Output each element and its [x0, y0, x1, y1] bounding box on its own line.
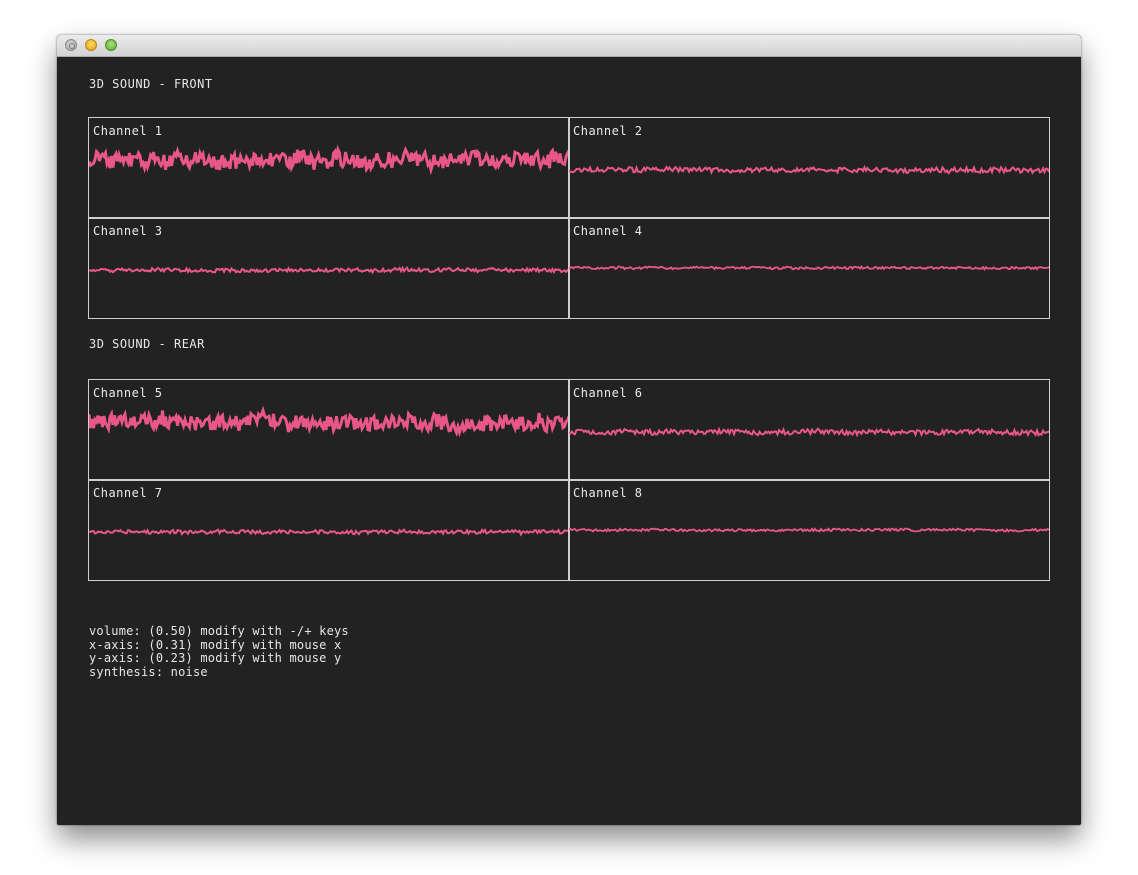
- front-section-title: 3D SOUND - FRONT: [89, 77, 213, 91]
- channel-6-panel: Channel 6: [568, 379, 1050, 481]
- channel-1-label: Channel 1: [93, 124, 163, 138]
- channel-7-waveform-line: [89, 527, 569, 537]
- channel-4-label: Channel 4: [573, 224, 643, 238]
- channel-1-waveform-line: [89, 144, 569, 176]
- status-readout: volume: (0.50) modify with -/+ keys x-ax…: [89, 624, 349, 679]
- channel-7-label: Channel 7: [93, 486, 163, 500]
- channel-8-panel: Channel 8: [568, 479, 1050, 581]
- channel-1-waveform: [89, 144, 569, 176]
- channel-3-waveform: [89, 265, 569, 275]
- channel-4-panel: Channel 4: [568, 217, 1050, 319]
- channel-6-label: Channel 6: [573, 386, 643, 400]
- y-axis-status: y-axis: (0.23) modify with mouse y: [89, 651, 342, 665]
- minimize-window-button[interactable]: [85, 39, 97, 51]
- sketch-canvas[interactable]: 3D SOUND - FRONT Channel 1 Channel 2 Cha…: [57, 57, 1081, 825]
- channel-4-waveform-line: [569, 264, 1049, 271]
- channel-5-panel: Channel 5: [88, 379, 570, 481]
- channel-4-waveform: [569, 264, 1049, 271]
- channel-3-waveform-line: [89, 265, 569, 275]
- channel-8-waveform-line: [569, 527, 1049, 533]
- channel-8-waveform: [569, 527, 1049, 533]
- rear-section-title: 3D SOUND - REAR: [89, 337, 205, 351]
- channel-3-label: Channel 3: [93, 224, 163, 238]
- maximize-window-button[interactable]: [105, 39, 117, 51]
- channel-2-waveform: [569, 164, 1049, 176]
- channel-5-waveform: [89, 405, 569, 438]
- rear-channel-grid: Channel 5 Channel 6 Channel 7 Channel 8: [88, 379, 1050, 581]
- close-window-button[interactable]: [65, 39, 77, 51]
- channel-3-panel: Channel 3: [88, 217, 570, 319]
- x-axis-status: x-axis: (0.31) modify with mouse x: [89, 637, 342, 652]
- channel-2-panel: Channel 2: [568, 117, 1050, 219]
- channel-8-label: Channel 8: [573, 486, 643, 500]
- channel-6-waveform-line: [569, 426, 1049, 438]
- channel-5-label: Channel 5: [93, 386, 163, 400]
- channel-7-waveform: [89, 527, 569, 537]
- channel-2-waveform-line: [569, 164, 1049, 176]
- title-bar[interactable]: [57, 35, 1081, 57]
- volume-status: volume: (0.50) modify with -/+ keys: [89, 624, 349, 638]
- channel-1-panel: Channel 1: [88, 117, 570, 219]
- channel-5-waveform-line: [89, 405, 569, 438]
- front-channel-grid: Channel 1 Channel 2 Channel 3 Channel 4: [88, 117, 1050, 319]
- channel-2-label: Channel 2: [573, 124, 643, 138]
- channel-6-waveform: [569, 426, 1049, 438]
- synthesis-status: synthesis: noise: [89, 664, 208, 679]
- channel-7-panel: Channel 7: [88, 479, 570, 581]
- app-window: 3D SOUND - FRONT Channel 1 Channel 2 Cha…: [57, 35, 1081, 825]
